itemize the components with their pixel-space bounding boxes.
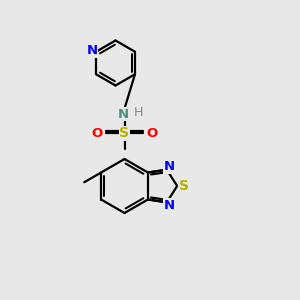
Text: O: O	[147, 127, 158, 140]
Text: N: N	[164, 199, 175, 212]
Text: N: N	[86, 44, 98, 57]
Text: N: N	[117, 107, 129, 121]
Text: S: S	[179, 179, 189, 193]
Text: S: S	[119, 127, 130, 140]
Text: N: N	[164, 160, 175, 173]
Text: H: H	[134, 106, 144, 119]
Text: O: O	[91, 127, 102, 140]
